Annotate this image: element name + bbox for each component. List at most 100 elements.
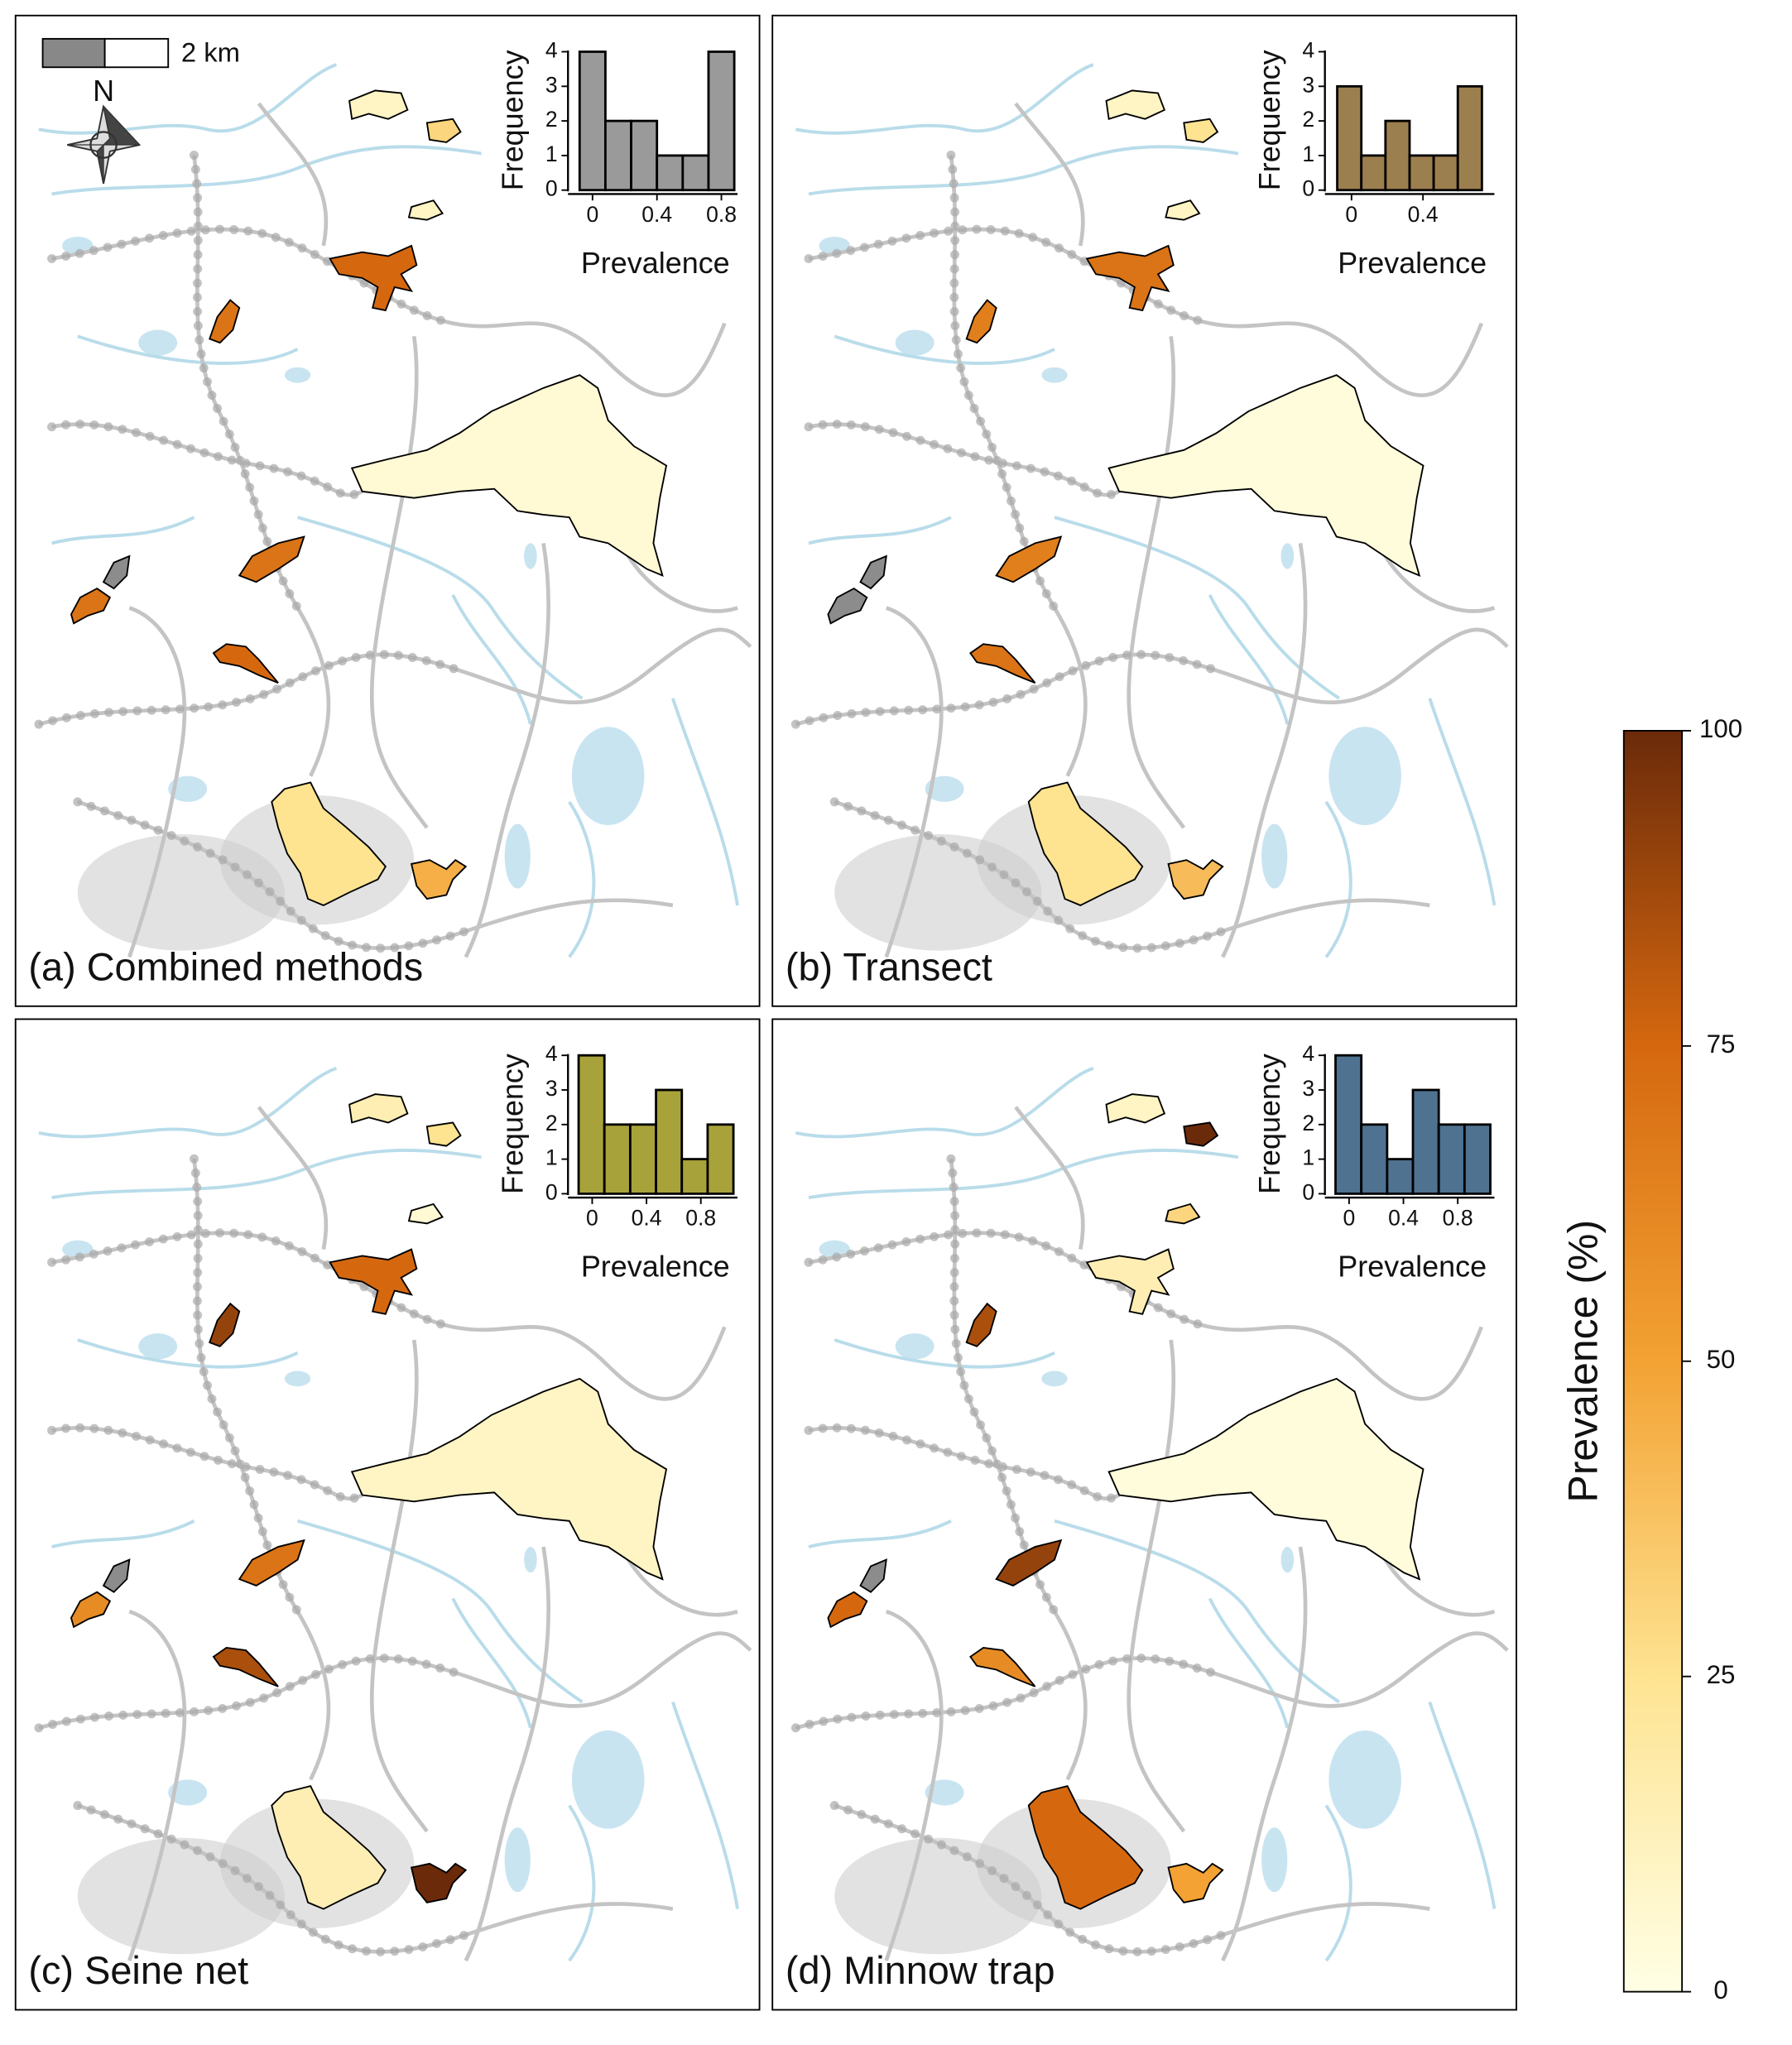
- lake: [1167, 1862, 1224, 1903]
- histogram-bar: [1432, 154, 1459, 192]
- lake: [425, 1121, 462, 1147]
- lake: [350, 1377, 668, 1581]
- no-data-lake: [102, 554, 131, 590]
- histogram-bar: [1336, 84, 1363, 192]
- panel-label: (b) Transect: [786, 945, 992, 988]
- y-tick-label: 1: [1302, 1145, 1314, 1170]
- x-axis-label: Prevalence: [1338, 1250, 1487, 1284]
- histogram-bar: [628, 1123, 657, 1195]
- histogram-bar: [1384, 119, 1411, 192]
- north-label: N: [93, 74, 114, 108]
- histogram-bar: [577, 1054, 606, 1195]
- histogram-bar: [578, 50, 607, 192]
- colorbar: [1622, 730, 1684, 1993]
- histogram-bar: [1386, 1158, 1415, 1195]
- lake: [1167, 859, 1224, 900]
- y-tick-label: 3: [1302, 72, 1314, 97]
- y-tick-label: 3: [1302, 1076, 1314, 1101]
- y-tick-label: 2: [1302, 1111, 1314, 1135]
- compass-star-inner: [67, 104, 142, 185]
- no-data-lake: [827, 587, 868, 625]
- y-tick-label: 1: [1302, 142, 1314, 166]
- colorbar-title: Prevalence (%): [1560, 1220, 1607, 1503]
- lake: [425, 118, 462, 143]
- y-tick-label: 4: [1302, 38, 1314, 63]
- y-axis-label: Frequency: [1252, 50, 1286, 190]
- histogram-bar: [1411, 1088, 1440, 1195]
- colorbar-tick-label: 50: [1707, 1345, 1736, 1374]
- lake: [209, 1302, 241, 1347]
- colorbar-tick-label: 100: [1699, 714, 1742, 743]
- lake: [410, 1862, 468, 1903]
- colorbar-tick-label: 75: [1707, 1030, 1736, 1059]
- lake: [965, 299, 997, 344]
- y-axis-label: Frequency: [496, 1054, 530, 1194]
- x-tick-label: 0: [1345, 202, 1357, 227]
- x-tick-label: 0: [1343, 1206, 1356, 1231]
- histogram-bar: [1334, 1054, 1363, 1195]
- histogram-bar: [655, 1088, 684, 1195]
- histogram-bar: [1360, 154, 1387, 192]
- y-tick-label: 3: [545, 72, 558, 97]
- scale-bar-light: [103, 37, 170, 69]
- lake: [1107, 1377, 1424, 1581]
- histogram-bar: [604, 119, 632, 192]
- lake: [212, 643, 279, 684]
- lake: [271, 1785, 387, 1910]
- compass-ring: [89, 131, 118, 159]
- map-panel: (b) Transect 0 1 2 3 4 0 0.4 Prevalence Frequency: [771, 14, 1517, 1007]
- y-tick-label: 0: [545, 176, 558, 201]
- lake: [965, 1302, 997, 1347]
- x-tick-label: 0.4: [632, 1206, 662, 1231]
- x-tick-label: 0.8: [685, 1206, 716, 1231]
- y-tick-label: 4: [545, 38, 558, 63]
- x-tick-label: 0.8: [1443, 1206, 1473, 1231]
- no-data-lake: [859, 554, 887, 590]
- histogram-bar: [707, 50, 736, 192]
- lake: [1027, 1785, 1144, 1910]
- lake: [969, 1646, 1036, 1687]
- y-tick-label: 4: [1302, 1041, 1314, 1066]
- y-tick-label: 2: [1302, 107, 1314, 132]
- panel-label: (a) Combined methods: [28, 945, 423, 988]
- scale-bar-label: 2 km: [181, 36, 240, 67]
- lake: [1165, 1203, 1201, 1225]
- lake: [410, 859, 468, 900]
- map-panel: (a) Combined methods 0 1 2 3 4 0 0.4 0.8 Prevalen…: [14, 14, 761, 1007]
- x-tick-label: 0.4: [1408, 202, 1439, 227]
- histogram-bar: [680, 1158, 709, 1195]
- lake: [1105, 89, 1166, 120]
- lake: [1107, 374, 1424, 578]
- lake: [1085, 244, 1175, 312]
- histogram-bar: [656, 154, 685, 192]
- map-panel: (c) Seine net 0 1 2 3 4 0 0.4 0.8 Prevalence Frequ…: [14, 1018, 761, 2011]
- lake: [1165, 199, 1201, 221]
- lake: [70, 1591, 112, 1629]
- lake: [1105, 1093, 1166, 1124]
- scale-bar-dark: [41, 37, 106, 69]
- y-tick-label: 3: [545, 1076, 558, 1101]
- panel-label: (d) Minnow trap: [786, 1949, 1055, 1992]
- y-tick-label: 2: [545, 1111, 558, 1135]
- x-tick-label: 0.4: [1388, 1206, 1419, 1231]
- lake: [407, 199, 444, 221]
- lake: [827, 1591, 868, 1629]
- y-tick-label: 1: [545, 142, 558, 166]
- histogram-bar: [706, 1123, 735, 1195]
- lake: [407, 1203, 444, 1225]
- y-tick-label: 0: [1302, 176, 1314, 201]
- y-tick-label: 4: [545, 1041, 558, 1066]
- lake: [995, 1539, 1063, 1587]
- lake: [238, 535, 305, 583]
- histogram-bar: [1360, 1123, 1389, 1195]
- x-axis-label: Prevalence: [1338, 246, 1487, 280]
- lake: [969, 643, 1036, 684]
- x-tick-label: 0: [586, 1206, 598, 1231]
- lake: [238, 1539, 305, 1587]
- y-axis-label: Frequency: [1252, 1054, 1286, 1194]
- histogram-bar: [603, 1123, 632, 1195]
- no-data-lake: [859, 1558, 887, 1593]
- x-axis-label: Prevalence: [581, 246, 730, 280]
- lake: [995, 535, 1063, 583]
